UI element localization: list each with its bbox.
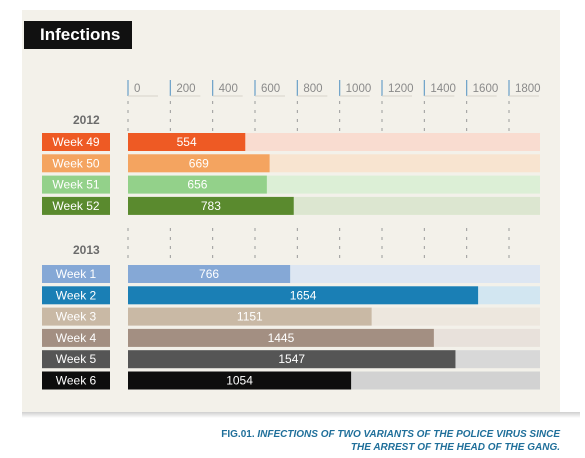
bar — [128, 265, 291, 283]
x-tick-label: 1400 — [430, 83, 456, 95]
bar-value-label: 766 — [199, 267, 219, 281]
category-label: Week 4 — [56, 331, 97, 345]
category-label: Week 51 — [52, 178, 99, 192]
chart-title: Infections — [24, 21, 132, 49]
bar-value-label: 1547 — [278, 352, 305, 366]
category-label: Week 52 — [52, 199, 99, 213]
bar-value-label: 1054 — [226, 374, 253, 388]
category-label-box — [42, 265, 110, 283]
x-tick-label: 800 — [303, 83, 322, 95]
category-label-box — [42, 154, 110, 173]
x-tick-label: 200 — [176, 83, 195, 95]
x-tick-label: 400 — [219, 83, 238, 95]
category-label-box — [42, 196, 110, 215]
category-label-box — [42, 307, 110, 326]
x-tick-label: 1600 — [473, 83, 499, 95]
caption-line-1: INFECTIONS OF TWO VARIANTS OF THE POLICE… — [257, 429, 560, 440]
category-label: Week 49 — [52, 135, 99, 149]
bar — [128, 196, 294, 215]
category-label: Week 3 — [56, 310, 97, 324]
category-label-box — [42, 350, 110, 369]
bar-value-label: 656 — [187, 178, 207, 192]
category-label: Week 50 — [52, 156, 99, 170]
bar — [128, 328, 434, 347]
category-label-box — [42, 133, 110, 151]
x-tick-label: 600 — [261, 83, 280, 95]
x-tick-label: 1000 — [346, 83, 372, 95]
group-label: 2013 — [73, 243, 100, 257]
bar-value-label: 1445 — [268, 331, 295, 345]
category-label-box — [42, 328, 110, 347]
bar — [128, 133, 246, 151]
bar-value-label: 669 — [189, 156, 209, 170]
category-label-box — [42, 175, 110, 194]
category-label: Week 2 — [56, 288, 97, 302]
bar — [128, 350, 456, 369]
bar — [128, 307, 372, 326]
bar-value-label: 783 — [201, 199, 221, 213]
bar — [128, 175, 267, 194]
bar — [128, 286, 479, 305]
figure-caption: FIG.01. INFECTIONS OF TWO VARIANTS OF TH… — [221, 428, 560, 454]
category-label-box — [42, 286, 110, 305]
caption-fig-label: FIG.01. — [221, 429, 255, 440]
bar-value-label: 554 — [177, 135, 197, 149]
category-label: Week 1 — [56, 267, 97, 281]
category-label-box — [42, 371, 110, 390]
category-label: Week 5 — [56, 352, 97, 366]
caption-line-2: THE ARREST OF THE HEAD OF THE GANG. — [350, 442, 560, 453]
x-tick-label: 1200 — [388, 83, 414, 95]
panel-shadow — [22, 412, 580, 418]
bar-value-label: 1151 — [237, 310, 263, 324]
category-label: Week 6 — [56, 374, 97, 388]
bar-value-label: 1654 — [290, 288, 317, 302]
bar — [128, 371, 352, 390]
bar — [128, 154, 270, 173]
group-label: 2012 — [73, 113, 100, 127]
x-tick-label: 0 — [134, 83, 140, 95]
x-tick-label: 1800 — [515, 83, 541, 95]
